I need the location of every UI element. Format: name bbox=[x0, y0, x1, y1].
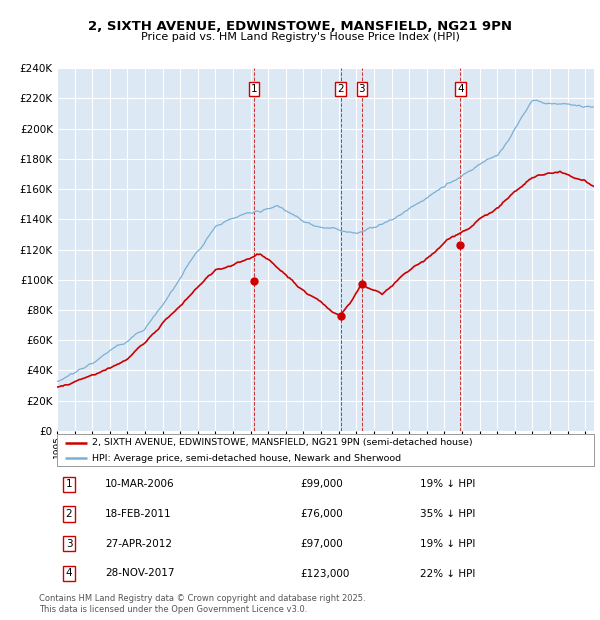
Text: Price paid vs. HM Land Registry's House Price Index (HPI): Price paid vs. HM Land Registry's House … bbox=[140, 32, 460, 42]
Text: £76,000: £76,000 bbox=[300, 509, 343, 519]
Text: 27-APR-2012: 27-APR-2012 bbox=[105, 539, 172, 549]
Text: 2: 2 bbox=[338, 84, 344, 94]
Text: 2, SIXTH AVENUE, EDWINSTOWE, MANSFIELD, NG21 9PN (semi-detached house): 2, SIXTH AVENUE, EDWINSTOWE, MANSFIELD, … bbox=[92, 438, 473, 447]
Text: 10-MAR-2006: 10-MAR-2006 bbox=[105, 479, 175, 489]
Text: 1: 1 bbox=[251, 84, 257, 94]
Text: 2: 2 bbox=[65, 509, 73, 519]
Text: 4: 4 bbox=[65, 569, 73, 578]
Text: 1: 1 bbox=[65, 479, 73, 489]
Text: 3: 3 bbox=[359, 84, 365, 94]
Text: 19% ↓ HPI: 19% ↓ HPI bbox=[420, 479, 475, 489]
Text: 22% ↓ HPI: 22% ↓ HPI bbox=[420, 569, 475, 578]
Text: Contains HM Land Registry data © Crown copyright and database right 2025.
This d: Contains HM Land Registry data © Crown c… bbox=[39, 595, 365, 614]
Text: 2, SIXTH AVENUE, EDWINSTOWE, MANSFIELD, NG21 9PN: 2, SIXTH AVENUE, EDWINSTOWE, MANSFIELD, … bbox=[88, 20, 512, 33]
Text: 28-NOV-2017: 28-NOV-2017 bbox=[105, 569, 175, 578]
Text: 19% ↓ HPI: 19% ↓ HPI bbox=[420, 539, 475, 549]
Text: £123,000: £123,000 bbox=[300, 569, 349, 578]
Text: £97,000: £97,000 bbox=[300, 539, 343, 549]
Text: 3: 3 bbox=[65, 539, 73, 549]
Text: £99,000: £99,000 bbox=[300, 479, 343, 489]
Text: 18-FEB-2011: 18-FEB-2011 bbox=[105, 509, 172, 519]
Text: 4: 4 bbox=[457, 84, 464, 94]
Text: HPI: Average price, semi-detached house, Newark and Sherwood: HPI: Average price, semi-detached house,… bbox=[92, 454, 401, 463]
Text: 35% ↓ HPI: 35% ↓ HPI bbox=[420, 509, 475, 519]
